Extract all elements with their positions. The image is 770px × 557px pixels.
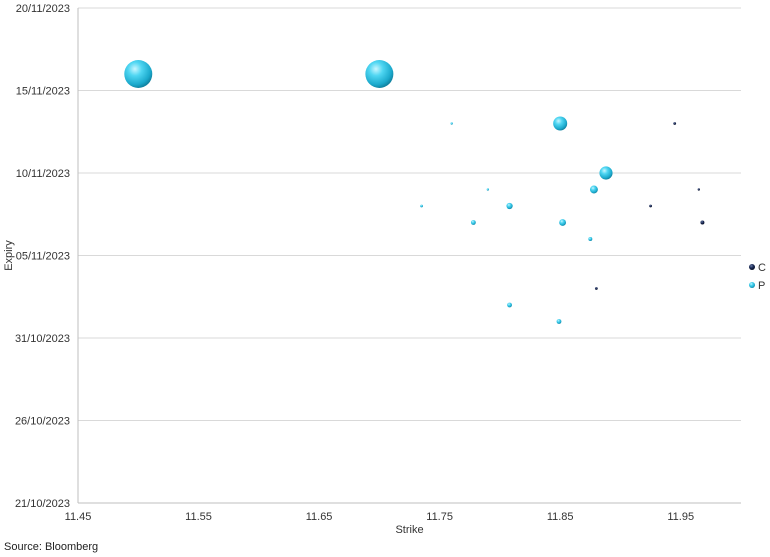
y-tick-label: 15/11/2023 — [16, 86, 70, 98]
y-axis-title: Expiry — [3, 240, 15, 271]
axes — [77, 8, 741, 504]
bubble-p — [450, 122, 453, 125]
bubble-p — [599, 166, 613, 180]
bubbles — [124, 60, 705, 324]
bubble-c — [673, 122, 677, 125]
bubble-p — [556, 319, 562, 324]
y-tick-label: 05/11/2023 — [16, 251, 70, 263]
legend-label: P — [758, 280, 765, 292]
y-tick-label: 10/11/2023 — [16, 168, 70, 180]
x-tick-label: 11.55 — [185, 511, 212, 523]
bubble-p — [589, 185, 598, 194]
tick-labels: 21/10/2023 26/10/2023 31/10/2023 05/11/2023… — [15, 3, 694, 523]
legend-marker-p — [749, 282, 755, 288]
y-tick-label: 21/10/2023 — [15, 498, 70, 510]
x-tick-label: 11.95 — [667, 511, 694, 523]
bubble-p — [470, 220, 476, 225]
legend-label: C — [758, 262, 766, 274]
gridlines — [78, 7, 741, 504]
source-note: Source: Bloomberg — [4, 541, 99, 553]
bubble-p — [124, 60, 153, 88]
x-tick-label: 11.85 — [547, 511, 574, 523]
y-tick-label: 20/11/2023 — [16, 3, 70, 15]
bubble-p — [588, 237, 593, 241]
bubble-c — [697, 188, 701, 191]
x-axis-title: Strike — [395, 524, 423, 536]
x-tick-label: 11.65 — [306, 511, 333, 523]
legend-marker-c — [749, 264, 755, 270]
bubble-c — [594, 287, 598, 290]
y-tick-label: 31/10/2023 — [15, 333, 70, 345]
x-tick-label: 11.45 — [65, 511, 92, 523]
bubble-p — [486, 188, 490, 191]
y-tick-label: 26/10/2023 — [15, 416, 70, 428]
bubble-p — [365, 60, 394, 88]
x-tick-label: 11.75 — [426, 511, 453, 523]
bubble-p — [507, 302, 512, 308]
bubble-p — [420, 204, 423, 208]
legend: CP — [749, 262, 766, 292]
bubble-c — [649, 204, 652, 208]
bubble-c — [700, 220, 705, 225]
bubble-p — [553, 116, 568, 131]
bubble-p — [559, 219, 567, 226]
bubble-p — [506, 202, 513, 210]
